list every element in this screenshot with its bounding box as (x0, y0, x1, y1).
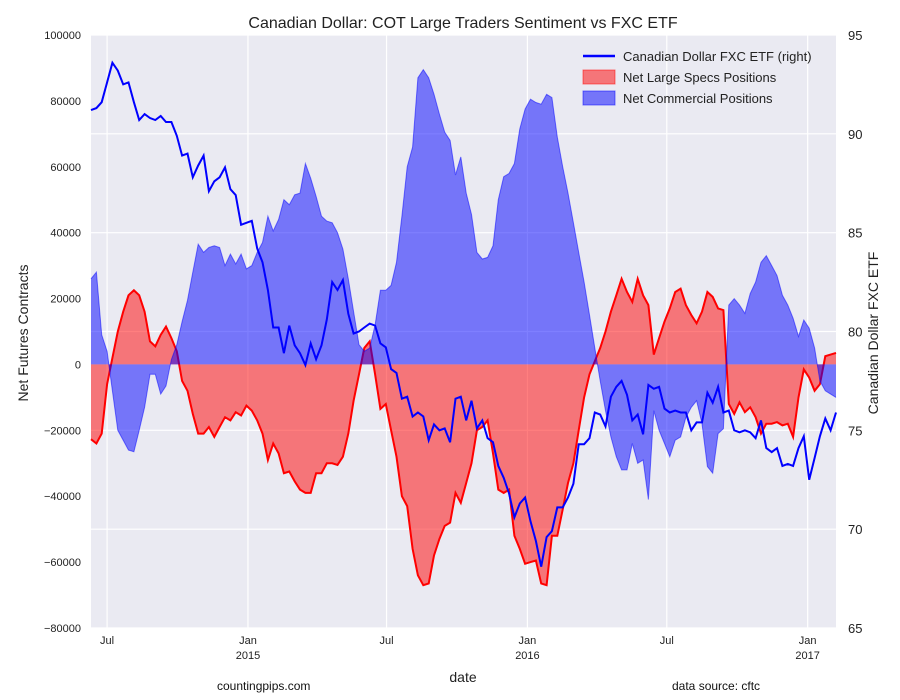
x-axis: Jul Jan 2015 Jul Jan 2016 Jul Jan 2017 (100, 635, 820, 662)
left-tick-label: −80000 (44, 623, 81, 635)
commercial-area (91, 69, 836, 500)
left-tick-label: 0 (75, 359, 81, 371)
left-tick-label: 60000 (50, 162, 81, 174)
specs-edge-line (90, 275, 837, 587)
fxc-line (90, 60, 837, 567)
y-axis-right-label: Canadian Dollar FXC ETF (865, 252, 881, 415)
area-series (90, 68, 837, 587)
x-axis-label: date (449, 669, 476, 685)
legend-swatch-commercial (582, 90, 616, 106)
right-tick-label: 80 (848, 325, 862, 340)
x-tick-year-label: 2016 (515, 650, 539, 662)
right-tick-label: 75 (848, 423, 862, 438)
left-tick-label: −60000 (44, 557, 81, 569)
left-tick-label: 20000 (50, 294, 81, 306)
specs-area (91, 278, 836, 586)
left-tick-label: −40000 (44, 491, 81, 503)
x-tick-year-label: 2017 (795, 650, 819, 662)
x-tick-label: Jul (100, 635, 114, 647)
footer-credit: countingpips.com (217, 679, 311, 693)
footer-source: data source: cftc (672, 679, 761, 693)
legend-label: Canadian Dollar FXC ETF (right) (623, 49, 812, 64)
x-tick-year-label: 2015 (236, 650, 260, 662)
line-series (90, 60, 837, 567)
right-tick-label: 85 (848, 226, 862, 241)
x-tick-label: Jan (519, 635, 537, 647)
x-tick-label: Jan (239, 635, 257, 647)
y-axis-left-label: Net Futures Contracts (15, 265, 31, 402)
legend-swatch-specs (582, 69, 616, 85)
right-tick-label: 70 (848, 522, 862, 537)
right-tick-label: 65 (848, 621, 862, 636)
x-tick-label: Jul (660, 635, 674, 647)
left-tick-label: −20000 (44, 425, 81, 437)
legend: Canadian Dollar FXC ETF (right) Net Large… (582, 49, 812, 106)
legend-label: Net Large Specs Positions (623, 70, 777, 85)
right-tick-label: 95 (848, 28, 862, 43)
left-tick-label: 40000 (50, 228, 81, 240)
left-tick-label: 80000 (50, 96, 81, 108)
chart-title: Canadian Dollar: COT Large Traders Senti… (248, 15, 677, 32)
left-tick-label: 100000 (44, 30, 81, 42)
legend-label: Net Commercial Positions (623, 91, 773, 106)
x-tick-label: Jan (799, 635, 817, 647)
commercial-edge-line (90, 68, 837, 500)
right-tick-label: 90 (848, 127, 862, 142)
right-axis: 95 90 85 80 75 70 65 (848, 28, 862, 636)
left-axis: 100000 80000 60000 40000 20000 0 −20000 −40000 −… (44, 30, 81, 635)
x-tick-label: Jul (380, 635, 394, 647)
